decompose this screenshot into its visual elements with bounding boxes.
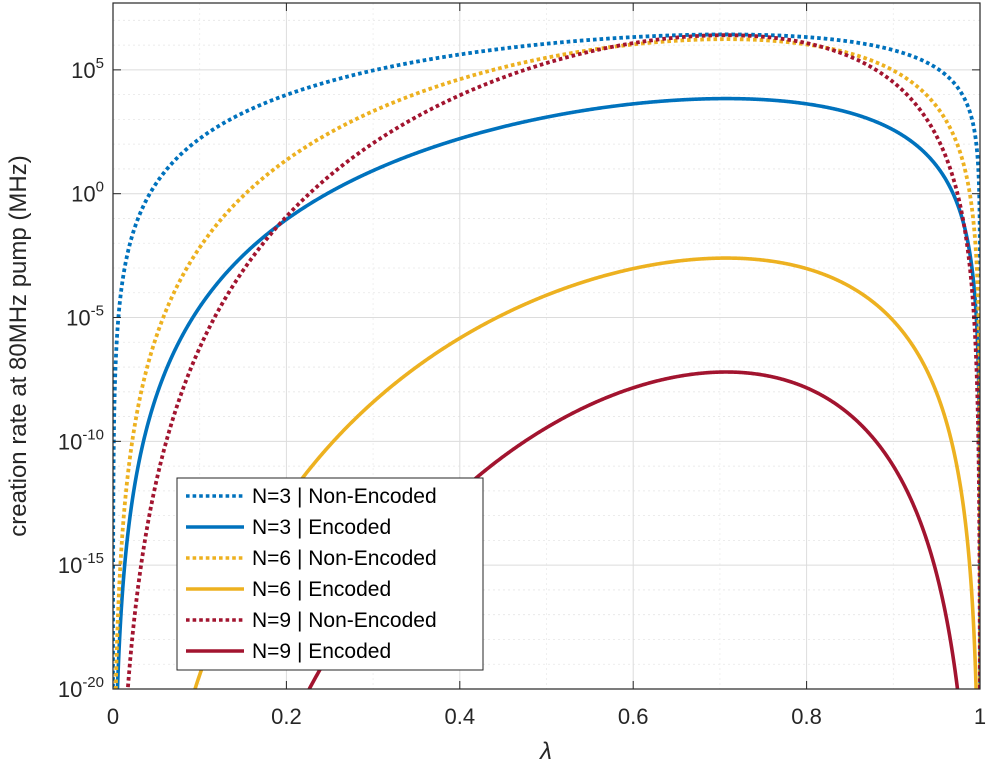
series-line-1: [113, 32, 980, 689]
legend-label: N=9 | Non-Encoded: [252, 609, 437, 632]
series-line-4: [193, 256, 978, 689]
x-tick-label: 0.6: [618, 704, 649, 729]
legend-label: N=6 | Encoded: [252, 578, 391, 601]
y-tick-label: 10-15: [58, 550, 104, 578]
y-tick-labels: 10-20 10-15 10-10 10-5 100 105: [58, 55, 104, 702]
series-line-2: [115, 96, 980, 689]
legend-label: N=3 | Non-Encoded: [252, 485, 437, 508]
y-tick-label: 105: [71, 55, 104, 83]
y-tick-label: 100: [71, 179, 104, 207]
legend-box: [176, 477, 484, 671]
y-tick-label: 10-20: [58, 674, 104, 702]
series-layer: [113, 32, 980, 689]
y-axis-label: creation rate at 80MHz pump (MHz): [5, 155, 32, 536]
axes-box: [112, 2, 981, 690]
x-axis-label: λ: [538, 738, 552, 765]
x-tick-label: 1: [974, 704, 986, 729]
legend-label: N=3 | Encoded: [252, 516, 391, 539]
x-tick-label: 0.4: [445, 704, 476, 729]
y-tick-label: 10-5: [66, 303, 104, 331]
y-tick-label: 10-10: [58, 426, 104, 454]
series-line-3: [113, 37, 980, 689]
series-line-6: [307, 370, 960, 689]
x-tick-label: 0.8: [791, 704, 822, 729]
legend-label: N=6 | Non-Encoded: [252, 547, 437, 570]
axis-ticks: [112, 3, 981, 690]
series-line-5: [125, 33, 980, 689]
legend: N=3 | Non-Encoded N=3 | Encoded N=6 | Non-…: [176, 477, 484, 671]
x-tick-label: 0.2: [271, 704, 302, 729]
x-tick-labels: 0 0.2 0.4 0.6 0.8 1: [107, 704, 986, 729]
x-tick-label: 0: [107, 704, 119, 729]
legend-label: N=9 | Encoded: [252, 640, 391, 663]
